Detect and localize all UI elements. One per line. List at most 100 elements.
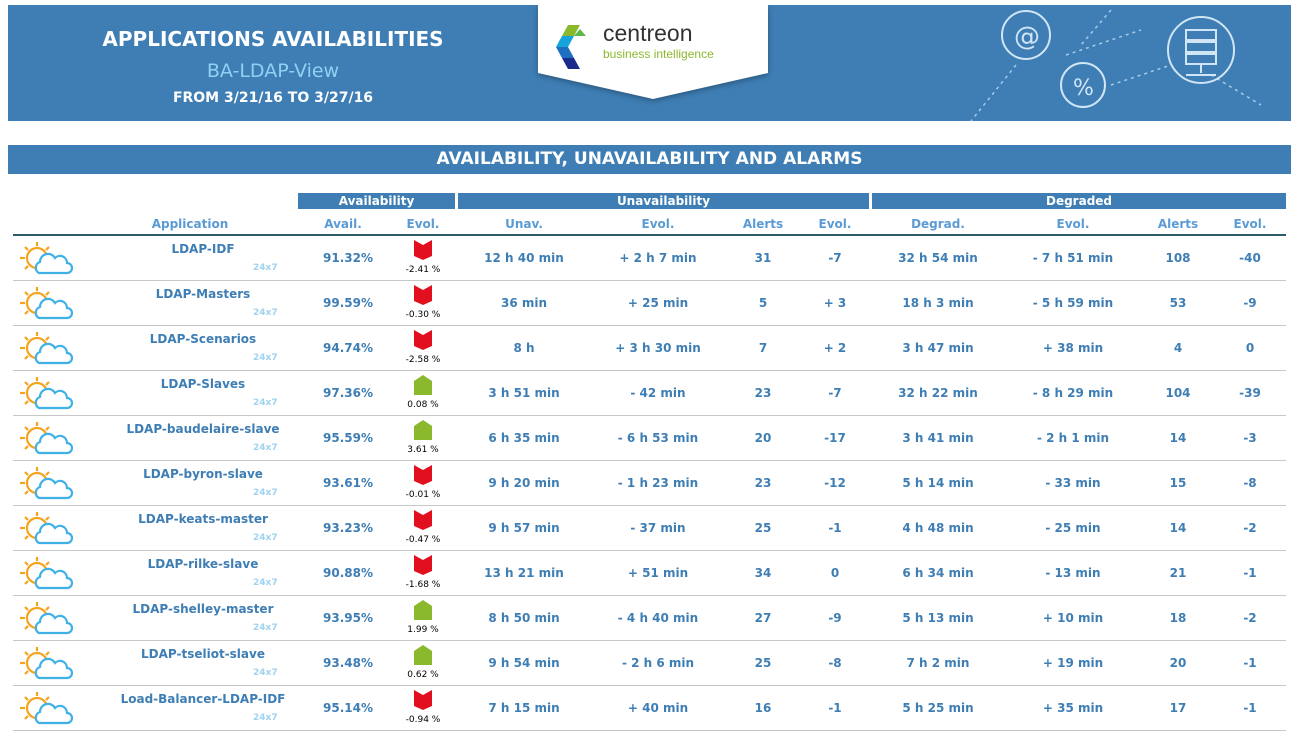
evolution-value: 1.99 %: [407, 625, 439, 635]
cell-d-alerts-evol: -39: [1239, 386, 1261, 400]
sla-label: 24x7: [253, 668, 278, 678]
cell-d-alerts-evol: -8: [1243, 476, 1257, 490]
cell-alerts: 7: [758, 341, 768, 355]
evolution-value: -0.01 %: [405, 490, 441, 500]
cell-d-alerts: 53: [1169, 296, 1187, 310]
cell-alerts-evol: -17: [824, 431, 846, 445]
weather-partly-cloudy-icon: [17, 600, 75, 640]
cell-alerts: 5: [758, 296, 768, 310]
availability-evolution: -2.41 %: [403, 240, 443, 275]
weather-partly-cloudy-icon: [17, 465, 75, 505]
application-name[interactable]: LDAP-byron-slave: [143, 467, 263, 481]
availability-evolution: 0.62 %: [403, 645, 443, 680]
trend-down-icon: [414, 690, 432, 710]
cell-degrad-evol: - 5 h 59 min: [1032, 296, 1114, 310]
cell-degrad: 32 h 54 min: [898, 251, 978, 265]
cell-d-alerts-evol: -1: [1243, 566, 1257, 580]
application-name[interactable]: LDAP-shelley-master: [132, 602, 274, 616]
cell-alerts: 16: [754, 701, 772, 715]
availability-evolution: -0.30 %: [403, 285, 443, 320]
cell-alerts: 27: [754, 611, 772, 625]
weather-partly-cloudy-icon: [17, 690, 75, 730]
cell-avail: 93.48%: [323, 656, 373, 670]
application-name[interactable]: LDAP-rilke-slave: [147, 557, 259, 571]
cell-degrad: 5 h 25 min: [902, 701, 974, 715]
trend-up-icon: [414, 375, 432, 395]
cell-d-alerts: 4: [1173, 341, 1183, 355]
cell-degrad: 3 h 47 min: [902, 341, 974, 355]
trend-down-icon: [414, 510, 432, 530]
trend-down-icon: [414, 465, 432, 485]
application-name[interactable]: LDAP-Scenarios: [149, 332, 257, 346]
evolution-value: 0.08 %: [407, 400, 439, 410]
cell-avail: 93.61%: [323, 476, 373, 490]
evolution-value: -2.58 %: [405, 355, 441, 365]
weather-partly-cloudy-icon: [17, 510, 75, 550]
cell-unav-evol: - 6 h 53 min: [617, 431, 699, 445]
group-unavailability: Unavailability: [458, 193, 869, 209]
cell-alerts-evol: -9: [828, 611, 842, 625]
sla-label: 24x7: [253, 263, 278, 273]
cell-avail: 95.59%: [323, 431, 373, 445]
cell-degrad: 7 h 2 min: [906, 656, 970, 670]
application-name[interactable]: LDAP-Slaves: [160, 377, 246, 391]
header-divider: [13, 234, 1286, 236]
weather-partly-cloudy-icon: [17, 375, 75, 415]
table-row: LDAP-shelley-master 24x7 1.99 % 93.95% 8 h 5…: [13, 596, 1286, 641]
cell-alerts-evol: 0: [830, 566, 840, 580]
cell-d-alerts: 15: [1169, 476, 1187, 490]
availability-evolution: -0.01 %: [403, 465, 443, 500]
application-name[interactable]: LDAP-IDF: [171, 242, 235, 256]
report-period: FROM 3/21/16 TO 3/27/16: [172, 90, 374, 106]
weather-partly-cloudy-icon: [17, 555, 75, 595]
application-name[interactable]: LDAP-baudelaire-slave: [126, 422, 280, 436]
sla-label: 24x7: [253, 443, 278, 453]
application-name[interactable]: LDAP-Masters: [155, 287, 251, 301]
cell-d-alerts: 18: [1169, 611, 1187, 625]
cell-alerts-evol: -7: [828, 386, 842, 400]
sla-label: 24x7: [253, 398, 278, 408]
cell-unav-evol: + 3 h 30 min: [615, 341, 701, 355]
report-title: APPLICATIONS AVAILABILITIES: [102, 27, 444, 51]
group-degraded: Degraded: [872, 193, 1286, 209]
cell-unav: 13 h 21 min: [484, 566, 564, 580]
col-unav-alerts-evol: Evol.: [818, 217, 852, 231]
cell-d-alerts-evol: -1: [1243, 701, 1257, 715]
cell-unav-evol: - 37 min: [630, 521, 686, 535]
application-name[interactable]: LDAP-tseliot-slave: [141, 647, 265, 661]
cell-alerts-evol: + 2: [823, 341, 847, 355]
application-name[interactable]: LDAP-keats-master: [138, 512, 268, 526]
cell-unav: 9 h 57 min: [488, 521, 560, 535]
centreon-logo: centreon business intelligence: [538, 5, 768, 105]
cell-degrad-evol: + 35 min: [1042, 701, 1104, 715]
cell-unav-evol: + 2 h 7 min: [619, 251, 697, 265]
cell-alerts-evol: -1: [828, 701, 842, 715]
table-row: LDAP-IDF 24x7 -2.41 % 91.32% 12 h 40 min + 2 …: [13, 236, 1286, 281]
section-title: AVAILABILITY, UNAVAILABILITY AND ALARMS: [8, 145, 1291, 174]
cell-alerts: 23: [754, 476, 772, 490]
cell-alerts: 20: [754, 431, 772, 445]
table-row: LDAP-keats-master 24x7 -0.47 % 93.23% 9 h 57…: [13, 506, 1286, 551]
cell-unav: 12 h 40 min: [484, 251, 564, 265]
cell-alerts: 34: [754, 566, 772, 580]
trend-up-icon: [414, 645, 432, 665]
cell-d-alerts: 14: [1169, 521, 1187, 535]
availability-evolution: -2.58 %: [403, 330, 443, 365]
cell-d-alerts: 17: [1169, 701, 1187, 715]
cell-unav-evol: - 42 min: [630, 386, 686, 400]
col-degrad-alerts: Alerts: [1157, 217, 1199, 231]
network-decoration-icon: @%: [970, 9, 1262, 121]
trend-down-icon: [414, 240, 432, 260]
trend-up-icon: [414, 420, 432, 440]
cell-alerts: 25: [754, 656, 772, 670]
group-availability: Availability: [298, 193, 455, 209]
sla-label: 24x7: [253, 353, 278, 363]
col-unav: Unav.: [505, 217, 543, 231]
application-name[interactable]: Load-Balancer-LDAP-IDF: [120, 692, 286, 706]
cell-unav: 3 h 51 min: [488, 386, 560, 400]
cell-unav-evol: - 2 h 6 min: [621, 656, 695, 670]
col-application: Application: [151, 217, 229, 231]
cell-avail: 93.23%: [323, 521, 373, 535]
cell-degrad-evol: - 8 h 29 min: [1032, 386, 1114, 400]
weather-partly-cloudy-icon: [17, 240, 75, 280]
